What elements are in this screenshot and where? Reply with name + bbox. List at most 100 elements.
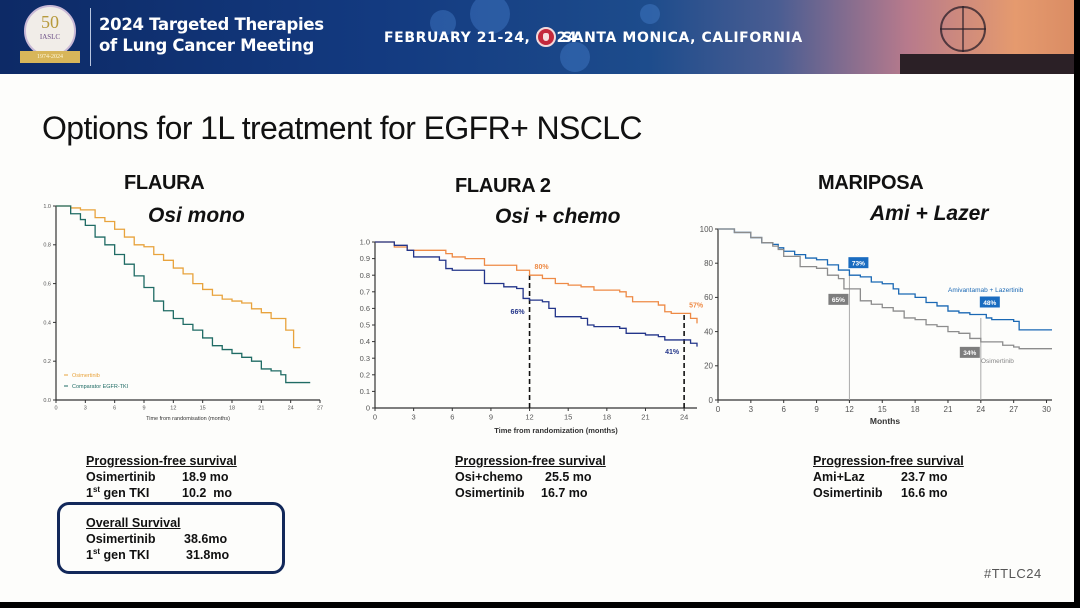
y-tick-label: 80	[704, 259, 713, 268]
x-tick-label: 3	[749, 405, 754, 414]
x-tick-label: 27	[317, 406, 323, 412]
stats-value: 18.9 mo	[182, 470, 229, 484]
y-tick-label: 0	[709, 396, 714, 405]
survival-label: 48%	[983, 300, 996, 307]
x-tick-label: 0	[54, 406, 57, 412]
flaura2-km-chart: 0 0.1 0.2 0.3 0.4 0.5 0.6 0.7 0.8 0.9 1.0 0 3 6 9 12 15 1…	[360, 238, 704, 435]
flaura-km-chart: 0.0 0.2 0.4 0.6 0.8 1.0 0 3 6 9 12 15 18 21 24 27 Time f…	[43, 204, 323, 422]
pfs-header: Progression-free survival	[455, 454, 606, 468]
meeting-title: 2024 Targeted Therapies of Lung Cancer M…	[99, 14, 324, 56]
x-tick-label: 6	[450, 413, 454, 422]
flaura2-pfs-stats: Progression-free survival Osi+chemo 25.5…	[455, 453, 606, 501]
survival-label: 57%	[689, 302, 704, 309]
km-curve-amivantamab-lazertinib	[718, 228, 1052, 331]
x-tick-label: 18	[229, 406, 235, 412]
series-label-osimertinib: Osimertinib	[981, 358, 1014, 365]
stats-row: 1st gen TKI 10.2 mo	[86, 485, 237, 501]
y-tick-label: 0.2	[43, 359, 51, 365]
stats-value: 38.6mo	[184, 532, 228, 546]
stats-value: 16.6 mo	[901, 486, 948, 500]
x-tick-label: 24	[288, 406, 294, 412]
lungs-icon	[536, 27, 556, 47]
trial-title-flaura2: FLAURA 2	[455, 175, 551, 197]
stats-row: Osimertinib 18.9 mo	[86, 469, 237, 485]
stats-label: Osimertinib	[455, 486, 525, 500]
stats-row: Osi+chemo 25.5 mo	[455, 469, 606, 485]
x-axis-label: Months	[870, 416, 900, 426]
survival-label: 65%	[832, 297, 845, 304]
series-label-amivantamab: Amivantamab + Lazertinib	[948, 287, 1024, 294]
trial-subtitle-flaura: Osi mono	[148, 204, 245, 227]
x-tick-label: 12	[845, 405, 854, 414]
trial-title-mariposa: MARIPOSA	[818, 172, 924, 194]
stats-row: Osimertinib 38.6mo	[86, 531, 229, 547]
trial-subtitle-mariposa: Ami + Lazer	[870, 202, 989, 225]
x-tick-label: 18	[603, 413, 611, 422]
x-tick-label: 12	[525, 413, 533, 422]
y-tick-label: 0.4	[360, 337, 370, 346]
flaura-pfs-stats: Progression-free survival Osimertinib 18…	[86, 453, 237, 501]
stats-row: Osimertinib 16.7 mo	[455, 485, 606, 501]
stats-label: 1st gen TKI	[86, 546, 150, 562]
meeting-dates: FEBRUARY 21-24, 2024	[384, 30, 578, 46]
survival-label-box	[848, 257, 869, 269]
y-tick-label: 0.1	[360, 387, 370, 396]
y-tick-label: 0	[366, 404, 370, 413]
banner-divider	[90, 8, 91, 66]
y-tick-label: 20	[704, 362, 713, 371]
y-tick-label: 0.4	[43, 320, 51, 326]
x-tick-label: 18	[911, 405, 920, 414]
stats-label: Osi+chemo	[455, 470, 523, 484]
y-tick-label: 0.0	[43, 398, 51, 404]
ferris-wheel-graphic	[940, 6, 986, 52]
y-tick-label: 100	[700, 225, 714, 234]
pier-silhouette	[900, 54, 1074, 74]
page-title: Options for 1L treatment for EGFR+ NSCLC	[42, 110, 643, 146]
x-tick-label: 21	[641, 413, 649, 422]
stats-label: Osimertinib	[86, 532, 156, 546]
survival-label: 66%	[511, 309, 526, 316]
y-tick-label: 0.8	[43, 243, 51, 249]
x-tick-label: 6	[113, 406, 116, 412]
x-tick-label: 15	[878, 405, 887, 414]
x-tick-label: 9	[489, 413, 493, 422]
stats-label: Ami+Laz	[813, 470, 865, 484]
km-curve-osi-chemo	[375, 241, 698, 324]
stats-value: 23.7 mo	[901, 470, 948, 484]
km-curve-osimertinib	[718, 228, 1052, 350]
pfs-header: Progression-free survival	[813, 454, 964, 468]
x-axis-label: Time from randomisation (months)	[146, 416, 230, 422]
flaura-os-stats: Overall Survival Osimertinib 38.6mo 1st …	[86, 515, 229, 563]
iaslc-50th-logo: 50 IASLC 1974-2024	[20, 5, 80, 69]
x-tick-label: 27	[1009, 405, 1018, 414]
x-tick-label: 21	[258, 406, 264, 412]
x-axis-label: Time from randomization (months)	[494, 426, 618, 435]
y-tick-label: 0.2	[360, 370, 370, 379]
stats-value: 25.5 mo	[545, 470, 592, 484]
conference-banner: 50 IASLC 1974-2024 2024 Targeted Therapi…	[0, 0, 1074, 74]
x-tick-label: 0	[373, 413, 377, 422]
logo-org: IASLC	[39, 33, 61, 41]
logo-number: 50	[41, 12, 59, 32]
hashtag: #TTLC24	[984, 566, 1042, 581]
stats-value: 31.8mo	[186, 548, 230, 562]
x-tick-label: 15	[564, 413, 572, 422]
x-tick-label: 3	[84, 406, 87, 412]
trial-title-flaura: FLAURA	[124, 172, 205, 194]
x-tick-label: 24	[976, 405, 985, 414]
stats-label: Osimertinib	[813, 486, 883, 500]
y-tick-label: 0.5	[360, 321, 370, 330]
stats-label: Osimertinib	[86, 470, 156, 484]
x-tick-label: 0	[716, 405, 721, 414]
legend-entry: Osimertinib	[72, 373, 100, 379]
x-tick-label: 30	[1042, 405, 1051, 414]
mariposa-km-chart: 0 20 40 60 80 100 0 3 6 9 12 15 18 21 24 27 30 Months 73% 4…	[700, 225, 1052, 426]
y-tick-label: 0.9	[360, 254, 370, 263]
y-tick-label: 0.7	[360, 287, 370, 296]
x-tick-label: 9	[142, 406, 145, 412]
y-tick-label: 0.6	[360, 304, 370, 313]
meeting-title-line2: of Lung Cancer Meeting	[99, 36, 314, 55]
meeting-title-line1: 2024 Targeted Therapies	[99, 15, 324, 34]
os-header: Overall Survival	[86, 516, 181, 530]
stats-row: Ami+Laz 23.7 mo	[813, 469, 964, 485]
